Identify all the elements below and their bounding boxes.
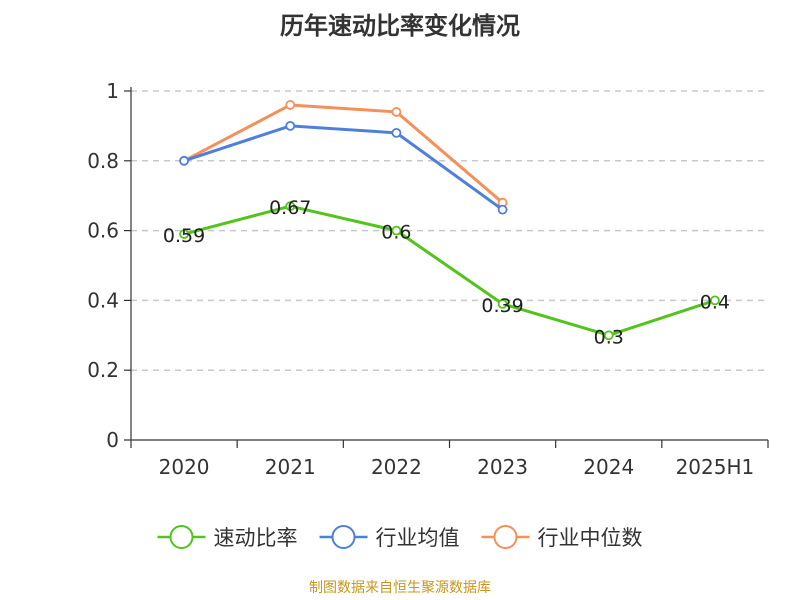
- data-labels: 0.59 0.67 0.6 0.39 0.3 0.4: [163, 197, 730, 348]
- data-label: 0.67: [269, 197, 311, 219]
- series-line: [183, 204, 716, 337]
- y-tick-label: 0.2: [87, 358, 119, 382]
- axes: 0 0.2 0.4 0.6 0.8 1 2020 2021 2022 2023 2024 2025H1: [87, 79, 769, 479]
- series-line: [183, 103, 504, 204]
- legend-label: 速动比率: [214, 526, 298, 550]
- data-point: [710, 295, 720, 306]
- y-tick-label: 0: [106, 428, 119, 452]
- data-point: [285, 121, 296, 131]
- y-tick-label: 0.8: [87, 149, 119, 173]
- data-point: [603, 330, 614, 341]
- x-tick-label: 2021: [265, 455, 316, 479]
- legend-item[interactable]: 行业均值: [319, 525, 460, 550]
- x-tick-label: 2024: [583, 455, 634, 479]
- legend[interactable]: 速动比率 行业均值 行业中位数: [157, 525, 643, 550]
- y-tick-label: 0.6: [87, 219, 119, 243]
- data-point: [391, 225, 402, 236]
- data-point: [391, 107, 402, 117]
- data-point: [497, 204, 508, 215]
- data-point: [285, 201, 296, 212]
- data-label: 0.59: [163, 225, 205, 247]
- legend-marker-icon: [169, 525, 194, 549]
- data-label: 0.39: [481, 295, 523, 317]
- x-tick-label: 2025H1: [676, 455, 755, 479]
- data-point: [497, 298, 508, 309]
- legend-item[interactable]: 速动比率: [157, 525, 298, 550]
- legend-marker-icon: [331, 525, 356, 549]
- series-line: [183, 124, 504, 211]
- grid-lines: [131, 90, 768, 371]
- x-tick-label: 2023: [477, 455, 528, 479]
- y-tick-label: 0.4: [87, 288, 119, 312]
- data-label: 0.3: [594, 326, 624, 348]
- data-point: [391, 127, 402, 138]
- data-point: [179, 155, 189, 166]
- source-note: 制图数据来自恒生聚源数据库: [309, 580, 491, 596]
- x-tick-label: 2020: [159, 455, 210, 479]
- legend-label: 行业中位数: [538, 526, 643, 550]
- y-tick-label: 1: [106, 79, 119, 103]
- data-label: 0.6: [381, 222, 411, 244]
- series-lines: [179, 100, 720, 341]
- legend-label: 行业均值: [376, 526, 460, 550]
- x-tick-label: 2022: [371, 455, 422, 479]
- data-point: [179, 229, 189, 239]
- legend-item[interactable]: 行业中位数: [481, 525, 643, 550]
- data-point: [285, 100, 296, 110]
- data-label: 0.4: [700, 291, 730, 313]
- chart-title: 历年速动比率变化情况: [280, 12, 520, 40]
- legend-marker-icon: [493, 525, 518, 549]
